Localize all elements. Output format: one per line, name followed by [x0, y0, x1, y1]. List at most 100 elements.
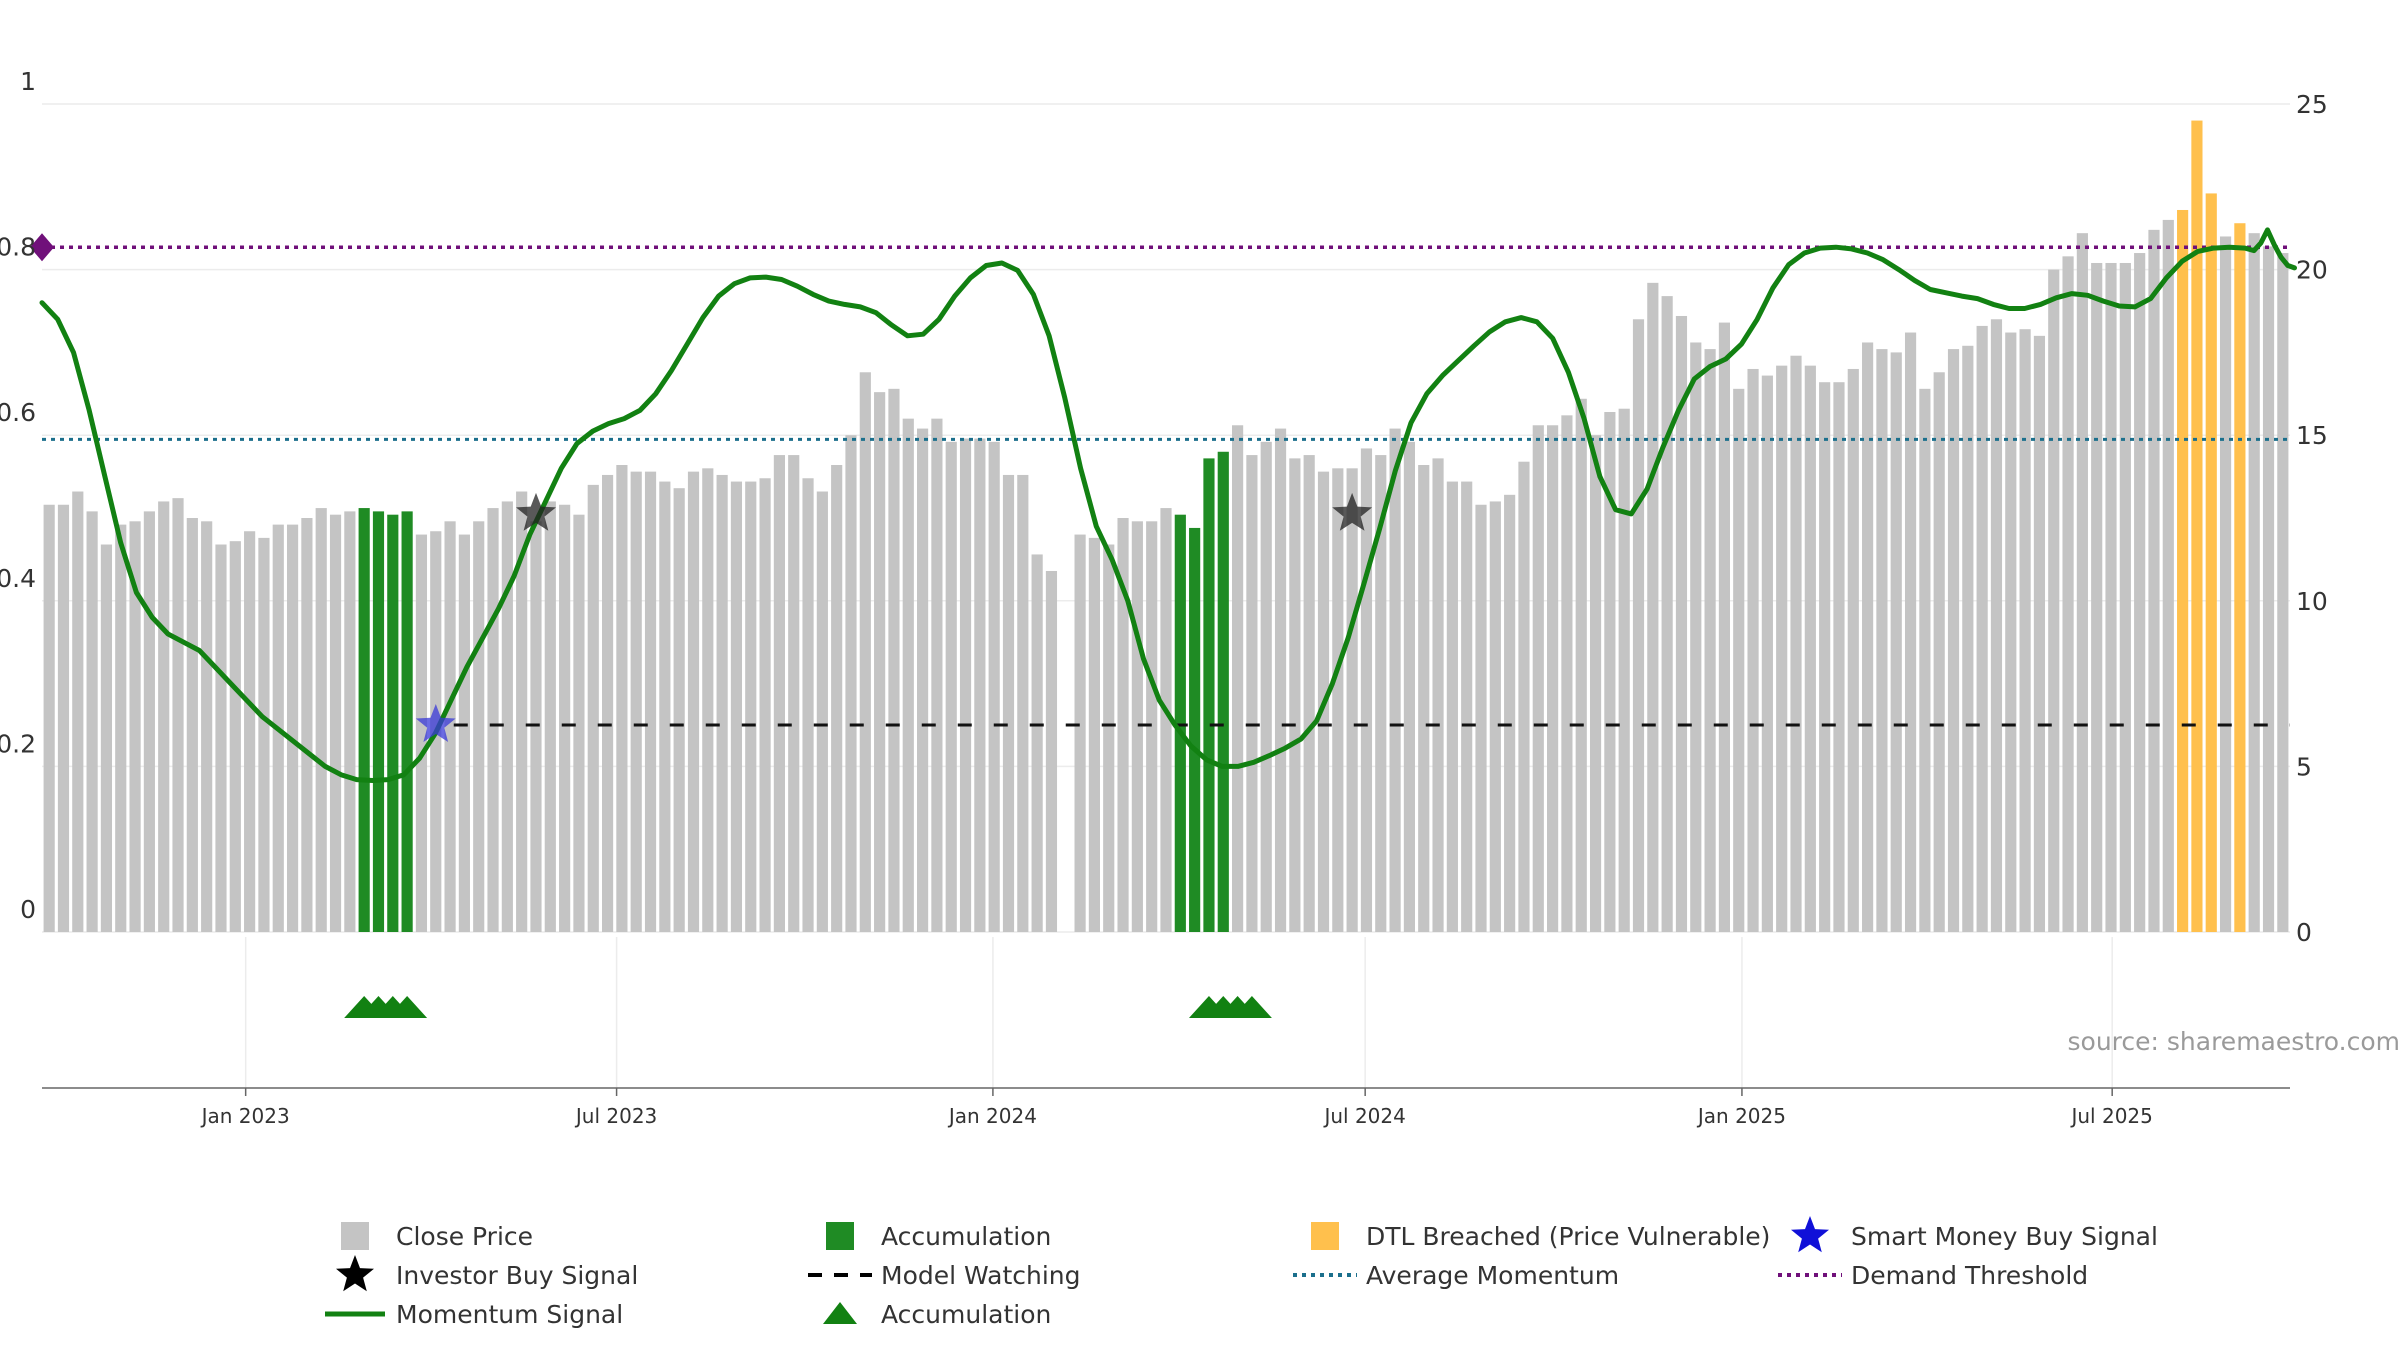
price-bar [2148, 229, 2160, 932]
price-bar [2262, 246, 2275, 932]
price-bar [1146, 521, 1158, 932]
price-bar [329, 514, 342, 932]
price-bar [1303, 455, 1315, 932]
price-bar [2076, 233, 2088, 933]
price-bar [888, 388, 900, 932]
price-bar [530, 521, 542, 932]
price-bar [1933, 372, 1945, 933]
price-bar [301, 518, 313, 932]
price-bar [2062, 256, 2074, 932]
price-bar [501, 501, 513, 932]
price-bar [1189, 527, 1201, 932]
price-bar [1747, 368, 1759, 933]
x-tick-label: Jul 2023 [574, 1104, 657, 1128]
price-bar [730, 481, 743, 932]
price-bar [43, 504, 55, 932]
price-bar [1532, 425, 1544, 932]
price-bar [2019, 329, 2031, 932]
legend-triangle-icon [823, 1302, 857, 1324]
legend-star-icon [336, 1255, 374, 1292]
price-bar [86, 511, 98, 932]
price-bar [201, 521, 213, 932]
price-bar [1919, 388, 1931, 932]
legend-label: Momentum Signal [396, 1300, 623, 1329]
price-bar [244, 531, 256, 932]
x-tick-label: Jul 2025 [2069, 1104, 2152, 1128]
price-bar [831, 465, 843, 932]
price-bar [1432, 458, 1444, 932]
price-bar [401, 511, 413, 932]
legend: Close Price Accumulation DTL Breached (Pri… [325, 1216, 2158, 1329]
price-bar [1475, 504, 1487, 932]
price-bar [100, 544, 113, 932]
price-bar [687, 471, 700, 932]
price-bar [1332, 468, 1344, 932]
price-bar [143, 511, 155, 932]
price-bar [587, 484, 599, 932]
price-bar [1045, 570, 1058, 932]
reference-lines [30, 227, 2297, 783]
smart-money-star [415, 704, 456, 742]
price-bar [601, 474, 614, 932]
price-bar [1518, 461, 1530, 932]
price-bar [458, 534, 470, 932]
left-axis: 0 0.2 0.4 0.6 0.8 1 [0, 67, 36, 924]
price-bar [1561, 415, 1573, 932]
price-bar [1246, 455, 1258, 932]
price-bar [516, 491, 528, 932]
price-bar [1002, 474, 1015, 932]
price-bar [859, 372, 871, 933]
price-bar [1446, 481, 1458, 932]
price-bars [43, 120, 2289, 933]
right-tick-label: 0 [2296, 918, 2312, 947]
price-bar [1962, 345, 1974, 932]
left-tick-label: 0.2 [0, 729, 36, 758]
price-bar [1031, 554, 1043, 932]
price-bar [2205, 193, 2217, 932]
price-bar [487, 508, 499, 932]
price-bar [1661, 296, 1673, 932]
price-bar [902, 418, 914, 932]
price-bar [1504, 494, 1516, 932]
price-bar [1947, 349, 1960, 932]
price-bar [1260, 441, 1272, 932]
price-bar [1847, 368, 1859, 933]
price-bar [1804, 365, 1816, 932]
price-bar [286, 524, 299, 932]
left-tick-label: 0 [20, 895, 36, 924]
legend-label: Average Momentum [1366, 1261, 1619, 1290]
price-bar [673, 488, 685, 932]
price-bar [2048, 269, 2060, 933]
price-bar [215, 544, 227, 932]
price-bar [702, 468, 714, 932]
accumulation-triangle [387, 996, 428, 1018]
price-bar [1160, 508, 1172, 932]
price-bar [1389, 428, 1401, 932]
x-axis: Jan 2023 Jul 2023 Jan 2024 Jul 2024 Jan 2025… [42, 1087, 2290, 1128]
x-tick-label: Jan 2023 [200, 1104, 290, 1128]
price-bar [57, 504, 70, 932]
price-bar [186, 518, 198, 932]
price-bar [1017, 474, 1029, 932]
price-bar [1990, 319, 2003, 932]
price-bar [644, 471, 657, 932]
right-tick-label: 10 [2296, 587, 2328, 616]
legend-label: Model Watching [881, 1261, 1081, 1290]
right-tick-label: 20 [2296, 256, 2328, 285]
price-bar [1575, 398, 1587, 932]
right-tick-label: 5 [2296, 752, 2312, 781]
price-bar [1647, 282, 1659, 932]
price-bar [745, 481, 757, 932]
price-bar [1790, 355, 1802, 932]
price-bar [315, 508, 327, 932]
price-bar [2177, 209, 2189, 932]
price-bar [129, 521, 141, 932]
price-bar [917, 428, 929, 932]
price-bar [72, 491, 84, 932]
legend-star-icon [1791, 1216, 1829, 1253]
right-tick-label: 15 [2296, 421, 2328, 450]
price-bar [1618, 408, 1630, 933]
x-tick-label: Jan 2024 [947, 1104, 1037, 1128]
demand-threshold-marker [30, 233, 54, 262]
signal-markers [344, 492, 1373, 1018]
